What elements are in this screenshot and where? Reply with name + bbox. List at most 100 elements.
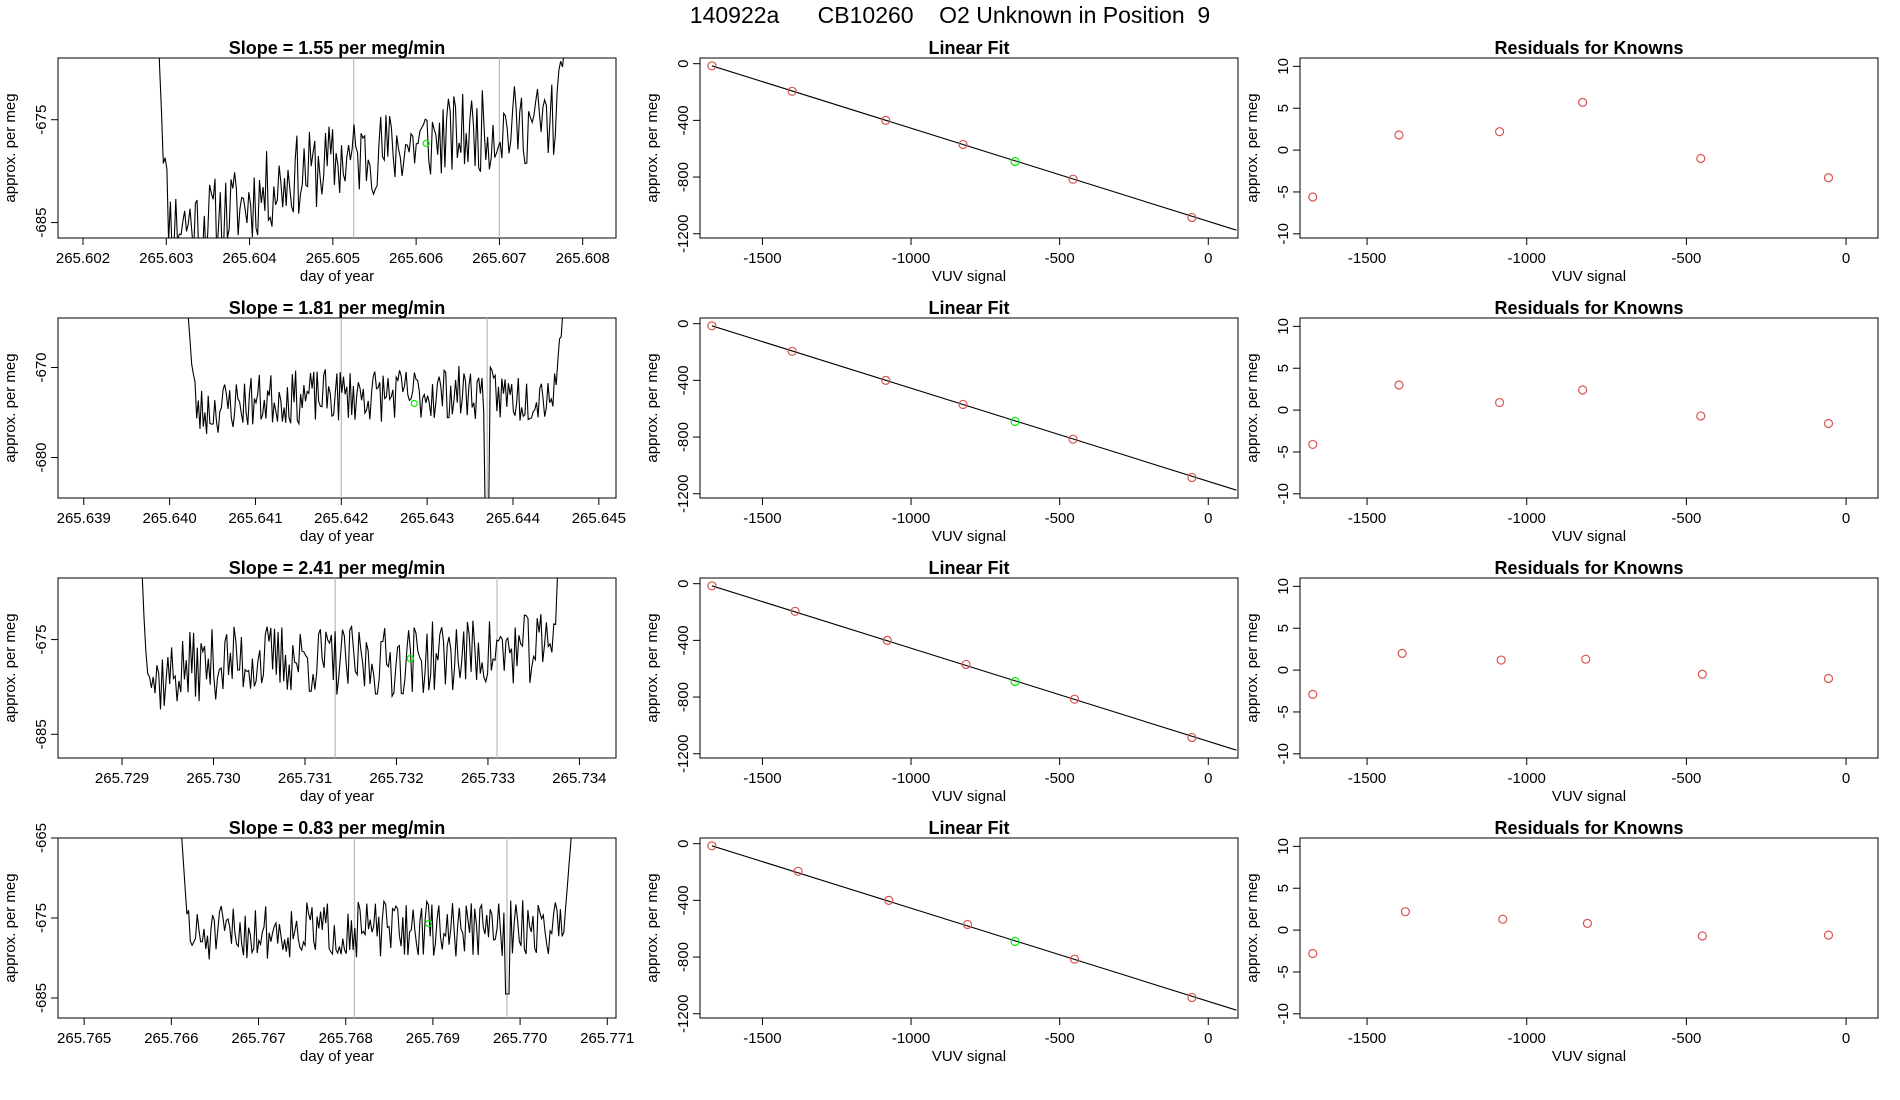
plot-frame — [1299, 57, 1879, 239]
y-axis-label: approx. per meg — [1244, 613, 1261, 722]
y-tick-label: -685 — [33, 719, 50, 749]
x-tick-label: 265.606 — [389, 250, 443, 267]
known-standard-point — [787, 346, 797, 356]
y-tick-label: -675 — [33, 903, 50, 933]
known-standard-point — [1696, 411, 1706, 421]
known-standard-point — [1397, 648, 1407, 658]
unknown-sample-point — [1010, 156, 1020, 167]
x-tick-label: 265.604 — [222, 250, 276, 267]
y-tick-label: -800 — [675, 162, 692, 192]
known-standard-point — [958, 399, 968, 410]
chart-title: Linear Fit — [928, 818, 1009, 838]
plot-area — [707, 581, 1237, 751]
known-standard-point — [707, 321, 717, 331]
known-standard-point — [1578, 385, 1588, 395]
x-tick-label: -500 — [1671, 770, 1701, 787]
x-tick-label: -1500 — [1348, 770, 1386, 787]
known-standard-point — [961, 659, 971, 670]
unknown-sample-point — [406, 654, 414, 663]
x-tick-label: 265.643 — [400, 510, 454, 527]
x-tick-label: 265.644 — [486, 510, 540, 527]
x-tick-label: 0 — [1842, 1030, 1850, 1047]
x-tick-label: 265.729 — [95, 770, 149, 787]
plot-frame — [57, 577, 617, 759]
plot-area — [1308, 97, 1834, 202]
chart-panel-r2c1: Slope = 1.81 per meg/min 265.639 265.640 26… — [2, 298, 626, 545]
series-trace — [158, 58, 564, 238]
x-axis-label: day of year — [300, 268, 374, 285]
known-standard-point — [1496, 655, 1506, 665]
plot-frame — [699, 57, 1239, 239]
chart-panel-r1c3: Residuals for Knowns -1500 -1000 -500 0 10 5 0 -… — [1244, 38, 1879, 285]
x-tick-label: 265.765 — [57, 1030, 111, 1047]
x-tick-label: -500 — [1671, 1030, 1701, 1047]
x-axis-label: VUV signal — [932, 268, 1006, 285]
known-standard-point — [1308, 689, 1318, 699]
known-standard-point — [793, 866, 803, 876]
series-trace — [187, 318, 563, 498]
y-tick-label: 10 — [1275, 838, 1292, 855]
plot-area — [707, 841, 1237, 1011]
x-tick-label: 265.769 — [406, 1030, 460, 1047]
known-standard-point — [1308, 439, 1318, 450]
x-tick-label: -1500 — [743, 250, 781, 267]
plot-frame — [699, 317, 1239, 499]
x-tick-label: 265.603 — [139, 250, 193, 267]
y-tick-label: -1200 — [675, 995, 692, 1033]
y-tick-label: -800 — [675, 422, 692, 452]
known-standard-point — [1187, 212, 1197, 223]
y-tick-label: 0 — [675, 579, 692, 587]
x-tick-label: 0 — [1842, 250, 1850, 267]
known-standard-point — [1494, 397, 1505, 408]
x-tick-label: -1000 — [892, 250, 930, 267]
plot-frame — [1299, 837, 1879, 1019]
plot-frame — [699, 577, 1239, 759]
x-tick-label: 265.770 — [493, 1030, 547, 1047]
y-tick-label: -1200 — [675, 475, 692, 513]
x-tick-label: -1500 — [1348, 510, 1386, 527]
x-tick-label: -500 — [1045, 1030, 1075, 1047]
x-tick-label: 265.732 — [369, 770, 423, 787]
unknown-sample-point — [410, 399, 418, 408]
known-standard-point — [1823, 930, 1834, 940]
x-tick-label: 0 — [1204, 1030, 1212, 1047]
x-tick-label: -1000 — [892, 770, 930, 787]
chart-panel-r3c1: Slope = 2.41 per meg/min 265.729 265.730 26… — [2, 558, 617, 805]
plot-frame — [57, 837, 617, 1019]
plot-frame — [57, 57, 617, 239]
known-standard-point — [1697, 669, 1707, 679]
x-tick-label: -500 — [1045, 770, 1075, 787]
known-standard-point — [707, 841, 717, 851]
chart-title: Linear Fit — [928, 38, 1009, 58]
y-tick-label: -680 — [33, 442, 50, 472]
chart-title: Residuals for Knowns — [1494, 558, 1683, 578]
chart-panel-r1c1: Slope = 1.55 per meg/min 265.602 265.603 26… — [2, 38, 617, 285]
y-tick-label: -10 — [1275, 1003, 1292, 1025]
plot-area — [158, 58, 564, 238]
y-tick-label: -670 — [33, 352, 50, 382]
x-tick-label: 265.768 — [319, 1030, 373, 1047]
known-standard-point — [1578, 97, 1588, 107]
known-standard-point — [882, 635, 892, 645]
plot-area — [707, 321, 1237, 491]
plot-frame — [1299, 577, 1879, 759]
chart-title: Residuals for Knowns — [1494, 298, 1683, 318]
x-tick-label: 265.733 — [461, 770, 515, 787]
x-tick-label: -500 — [1045, 250, 1075, 267]
x-tick-label: -1000 — [892, 1030, 930, 1047]
known-standard-point — [884, 895, 894, 905]
plot-area — [707, 61, 1237, 231]
known-standard-point — [1400, 907, 1410, 917]
known-standard-point — [1068, 434, 1078, 444]
x-tick-label: 265.767 — [231, 1030, 285, 1047]
figure-title: 140922a CB10260 O2 Unknown in Position 9 — [689, 2, 1211, 28]
unknown-sample-point — [1010, 416, 1020, 427]
y-tick-label: -5 — [1275, 965, 1292, 978]
x-axis-label: VUV signal — [1552, 528, 1626, 545]
y-tick-label: 10 — [1275, 318, 1292, 335]
y-tick-label: -1200 — [675, 735, 692, 773]
y-tick-label: 0 — [1275, 666, 1292, 674]
y-tick-label: 0 — [675, 839, 692, 847]
x-tick-label: 265.608 — [556, 250, 610, 267]
x-tick-label: -1000 — [1508, 510, 1546, 527]
